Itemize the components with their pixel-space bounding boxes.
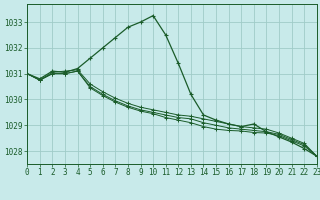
Text: Graphe pression niveau de la mer (hPa): Graphe pression niveau de la mer (hPa) bbox=[48, 185, 272, 195]
